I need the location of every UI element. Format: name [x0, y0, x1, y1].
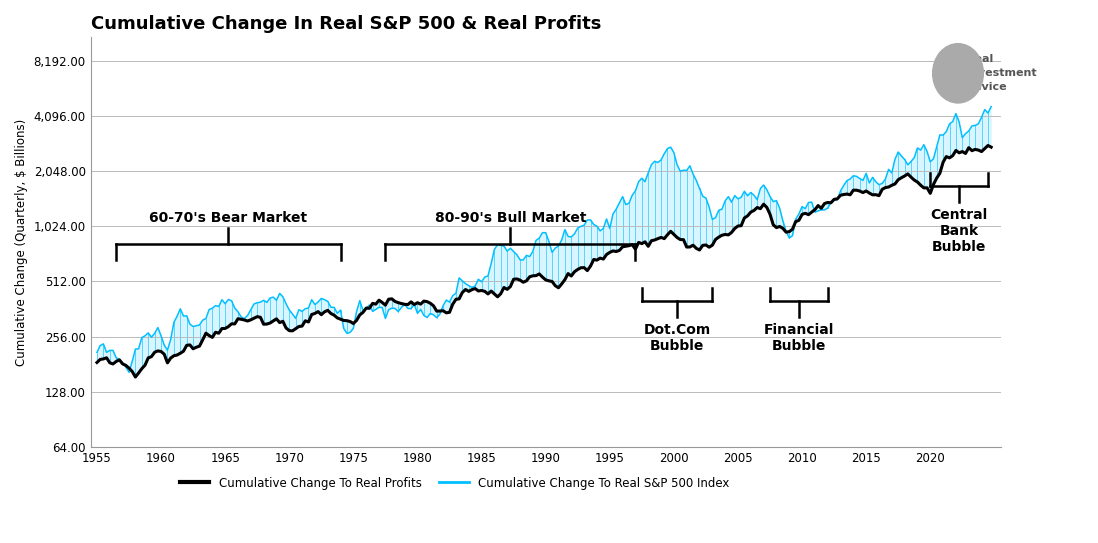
Text: Financial
Bubble: Financial Bubble — [764, 323, 834, 353]
Text: Real
Investment
Advice: Real Investment Advice — [966, 54, 1037, 92]
Cumulative Change To Real S&P 500 Index — [837, 182, 850, 189]
Cumulative Change To Real Profits — [603, 249, 616, 256]
Cumulative Change To Real Profits — [128, 374, 142, 380]
Cumulative Change To Real S&P 500 Index — [90, 349, 103, 356]
Cumulative Change To Real Profits — [90, 359, 103, 366]
Line: Cumulative Change To Real Profits: Cumulative Change To Real Profits — [97, 146, 991, 377]
Legend: Cumulative Change To Real Profits, Cumulative Change To Real S&P 500 Index: Cumulative Change To Real Profits, Cumul… — [175, 472, 735, 494]
Y-axis label: Cumulative Change (Quarterly, $ Billions): Cumulative Change (Quarterly, $ Billions… — [15, 118, 29, 366]
Text: 80-90's Bull Market: 80-90's Bull Market — [435, 211, 586, 225]
Cumulative Change To Real S&P 500 Index — [645, 161, 658, 168]
Cumulative Change To Real S&P 500 Index — [523, 253, 536, 260]
Text: 60-70's Bear Market: 60-70's Bear Market — [149, 211, 307, 225]
Cumulative Change To Real Profits — [837, 191, 850, 198]
Cumulative Change To Real S&P 500 Index — [122, 369, 135, 375]
Cumulative Change To Real S&P 500 Index — [985, 103, 998, 110]
Text: Cumulative Change In Real S&P 500 & Real Profits: Cumulative Change In Real S&P 500 & Real… — [90, 15, 601, 33]
Cumulative Change To Real Profits — [523, 274, 536, 280]
Cumulative Change To Real Profits — [232, 315, 245, 322]
Cumulative Change To Real Profits — [982, 142, 995, 149]
Text: Central
Bank
Bubble: Central Bank Bubble — [930, 208, 988, 254]
Circle shape — [932, 43, 984, 103]
Cumulative Change To Real Profits — [831, 195, 844, 202]
Cumulative Change To Real S&P 500 Index — [831, 197, 844, 203]
Cumulative Change To Real S&P 500 Index — [232, 308, 245, 315]
Cumulative Change To Real S&P 500 Index — [603, 225, 616, 232]
Cumulative Change To Real Profits — [645, 237, 658, 244]
Cumulative Change To Real Profits — [985, 144, 998, 150]
Text: Dot.Com
Bubble: Dot.Com Bubble — [643, 323, 710, 353]
Line: Cumulative Change To Real S&P 500 Index: Cumulative Change To Real S&P 500 Index — [97, 106, 991, 372]
